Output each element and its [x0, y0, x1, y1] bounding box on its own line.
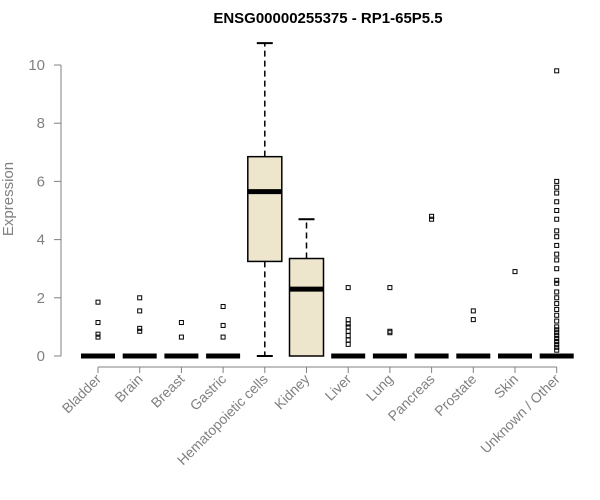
box-gastric — [206, 304, 241, 359]
outlier-point — [554, 318, 560, 324]
box-hematopoietic-cells — [247, 42, 283, 357]
box-iqr — [288, 257, 325, 357]
outlier-point — [554, 336, 560, 342]
outlier-point — [387, 285, 393, 291]
box-kidney — [288, 218, 325, 357]
box-unknown-other — [539, 68, 574, 359]
y-tick-label: 2 — [37, 290, 45, 307]
y-axis-label: Expression — [0, 162, 17, 236]
outlier-point — [554, 257, 560, 263]
outlier-point — [554, 344, 560, 350]
outlier-point — [429, 213, 435, 219]
outlier-point — [554, 280, 560, 286]
outlier-point — [554, 333, 560, 339]
outlier-point — [220, 322, 226, 328]
box-prostate — [456, 308, 491, 359]
outlier-point — [554, 216, 560, 222]
outlier-point — [554, 242, 560, 248]
x-tick-label: Unknown / Other — [477, 371, 563, 457]
outlier-point — [554, 184, 560, 190]
outlier-point — [220, 304, 226, 310]
outlier-point — [554, 341, 560, 347]
outlier-point — [137, 328, 143, 334]
outlier-point — [554, 347, 560, 353]
outlier-point — [554, 190, 560, 196]
outlier-point — [554, 338, 560, 344]
x-tick-label: Skin — [491, 371, 522, 402]
outlier-point — [95, 334, 101, 340]
outlier-point — [178, 320, 184, 326]
outlier-point — [554, 289, 560, 295]
plot-area — [81, 42, 574, 359]
outlier-point — [554, 208, 560, 213]
outlier-point — [345, 317, 351, 323]
outlier-point — [554, 324, 560, 330]
outlier-point — [387, 328, 393, 334]
box-pancreas — [414, 213, 449, 359]
outlier-point — [95, 299, 101, 305]
outlier-point — [470, 308, 476, 314]
box-bladder — [81, 299, 115, 359]
outlier-point — [137, 308, 143, 314]
outlier-point — [554, 306, 560, 312]
outlier-point — [137, 325, 143, 331]
chart-title: ENSG00000255375 - RP1-65P5.5 — [213, 10, 442, 27]
outlier-point — [554, 277, 560, 283]
outlier-point — [178, 334, 184, 340]
box-skin — [498, 269, 532, 359]
outlier-point — [554, 68, 560, 74]
y-tick-label: 6 — [37, 173, 45, 190]
outlier-point — [429, 216, 435, 222]
x-tick-label: Liver — [322, 371, 355, 404]
outlier-point — [345, 321, 351, 327]
outlier-point — [554, 312, 560, 318]
box-lung — [372, 285, 407, 359]
outlier-point — [345, 337, 351, 343]
outlier-point — [470, 317, 476, 323]
outlier-point — [345, 285, 351, 291]
y-tick-label: 4 — [37, 232, 45, 249]
outlier-point — [554, 330, 560, 336]
outlier-point — [220, 334, 226, 340]
x-tick-label: Prostate — [431, 371, 479, 419]
outlier-point — [554, 178, 560, 184]
outlier-point — [554, 251, 560, 257]
outlier-point — [137, 295, 143, 301]
y-tick-label: 0 — [37, 348, 45, 365]
outlier-point — [554, 301, 560, 307]
x-tick-label: Brain — [111, 371, 145, 405]
x-tick-label: Bladder — [59, 371, 105, 417]
y-tick-label: 8 — [37, 115, 45, 132]
outlier-point — [345, 341, 351, 347]
x-tick-label: Kidney — [271, 371, 313, 413]
outlier-point — [554, 234, 560, 240]
box-breast — [164, 320, 199, 359]
y-axis: 0 2 4 6 8 10 — [28, 57, 62, 365]
outlier-point — [512, 269, 518, 275]
x-tick-label: Lung — [363, 371, 396, 404]
outlier-point — [554, 228, 560, 234]
outlier-point — [554, 266, 560, 272]
outlier-point — [554, 199, 560, 205]
outlier-point — [95, 320, 101, 326]
box-liver — [331, 285, 366, 359]
outlier-point — [554, 295, 560, 301]
outlier-point — [345, 333, 351, 339]
outlier-point — [554, 327, 560, 333]
outlier-point — [345, 328, 351, 334]
outlier-point — [95, 331, 101, 337]
box-brain — [122, 295, 157, 359]
box-iqr — [247, 155, 283, 263]
outlier-point — [387, 330, 393, 336]
x-tick-label: Breast — [148, 371, 188, 411]
y-tick-label: 10 — [28, 57, 45, 74]
